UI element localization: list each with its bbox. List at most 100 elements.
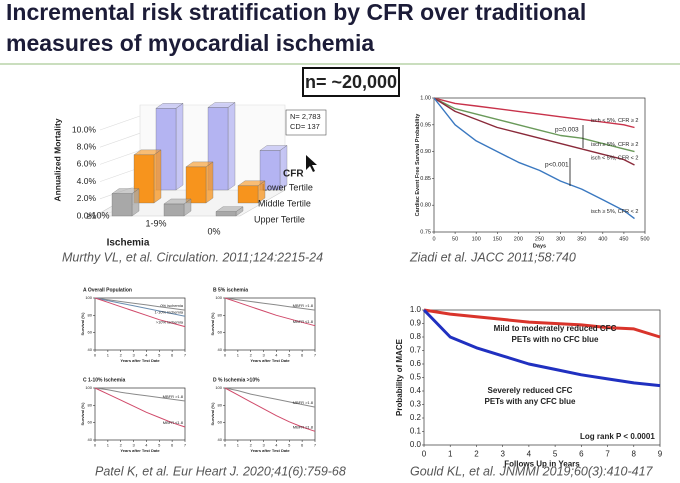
x-tick-label: 500 [640,236,649,242]
x-tick-label: 3 [132,353,135,358]
x-tick-label: 6 [171,353,174,358]
series-line [94,387,186,428]
y-tick-label: 10.0% [72,124,97,134]
y-axis-label: Survival (%) [80,312,85,336]
y-tick-label: 0.0% [77,210,97,220]
series-line [433,97,635,129]
series-label: MBFR ≤1.8 [163,420,184,425]
y-tick-label: 6.0% [77,159,97,169]
x-tick-label: 300 [556,236,565,242]
y-axis-label: Survival (%) [80,402,85,426]
caption: Gould KL, et al. JNMMI 2019;60(3):410-41… [410,464,654,478]
x-tick-label: 0 [94,353,97,358]
x-tick-label: 2 [250,443,253,448]
cursor [306,155,317,172]
x-tick-label: 5 [553,449,558,458]
title-line: Incremental risk stratification by CFR o… [6,0,586,25]
annotation: PETs with any CFC blue [485,397,577,406]
x-tick-label: 5 [288,443,291,448]
x-tick-label: 5 [288,353,291,358]
y-tick-label: 0.2 [410,413,422,422]
x-axis-label: Ischemia [107,238,150,249]
x-tick-label: 6 [579,449,584,458]
y-tick-label: 0.75 [420,229,431,235]
series-line [423,308,661,339]
y-tick-label: 0.90 [420,149,431,155]
y-tick-label: 40 [218,347,223,352]
series-label: MBFR >1.8 [293,303,314,308]
series-line [224,387,316,432]
x-tick-label: 8 [632,449,637,458]
series-label: 0% ischemia [160,303,183,308]
y-tick-label: 0.8 [410,332,422,341]
x-tick-label: 4 [275,443,278,448]
y-tick-label: 0.9 [410,319,422,328]
x-tick-label: 50 [452,236,458,242]
x-tick-label: 1 [107,353,110,358]
annotation: Severely reduced CFC [488,386,573,395]
x-tick-label: 3 [132,443,135,448]
series-line [224,387,316,408]
x-axis-label: Days [533,244,546,250]
series-label: MBFR ≤1.8 [293,424,314,429]
plot-frame [94,387,186,441]
y-tick-label: 1.0 [410,305,422,314]
x-tick-label: 3 [262,353,265,358]
series-line [224,297,316,327]
series-line [422,308,661,388]
x-axis-label: Years after Test Date [250,358,290,363]
bar-side [175,103,184,191]
y-tick-label: 8.0% [77,141,97,151]
y-axis-label: Annualized Mortality [52,118,62,201]
y-tick-label: 0.6 [410,359,422,368]
plot-frame [94,297,186,351]
bar [237,185,259,204]
series-line [94,297,186,328]
x-tick-label: 0 [224,443,227,448]
x-tick-label: 6 [301,443,304,448]
annotation: p=0.003 [555,127,579,134]
bar-side [227,102,236,191]
series-line [433,97,635,166]
y-tick-label: 40 [88,347,93,352]
caption: Ziadi et al. JACC 2011;58:740 [409,250,576,264]
x-tick-label: 1 [237,353,240,358]
x-tick-label: 7 [605,449,610,458]
bar-top [185,161,214,168]
bar-top [111,188,140,194]
annotation: Mild to moderately reduced CFC [494,324,617,333]
y-tick-label: 60 [88,420,93,425]
y-tick-label: 2.0% [77,193,97,203]
x-tick-label: 4 [527,449,532,458]
x-tick-label: 1 [237,443,240,448]
x-tick-label: 0 [422,449,427,458]
y-tick-label: 60 [88,330,93,335]
bar [185,166,207,204]
series-label: 1-10% ischemia [155,309,184,314]
series-line [224,297,316,311]
annotation: p<0.001 [545,162,569,169]
series-label: MBFR >1.8 [163,394,184,399]
bar-top [155,103,184,109]
series-line [433,97,635,153]
series-line [94,297,186,311]
y-tick-label: 40 [218,437,223,442]
x-tick-label: 150 [493,236,502,242]
x-tick-label: 1 [107,443,110,448]
bar [163,203,185,217]
y-tick-label: 0.1 [410,427,422,436]
y-axis-label: Survival (%) [210,312,215,336]
subplot-title: D % Ischemia >10% [213,377,260,383]
bar-top [133,149,162,155]
series-label: >10% ischemia [156,320,184,325]
series-line [94,297,186,317]
grid-line [99,115,141,131]
bar-side [153,149,162,204]
x-tick-label: 3 [262,443,265,448]
x-tick-label: 2 [474,449,479,458]
series-line [433,97,635,220]
x-tick-label: 4 [275,353,278,358]
bar-side [205,161,214,204]
note: N= 2,783 [290,112,321,121]
note: CD= 137 [290,122,320,131]
